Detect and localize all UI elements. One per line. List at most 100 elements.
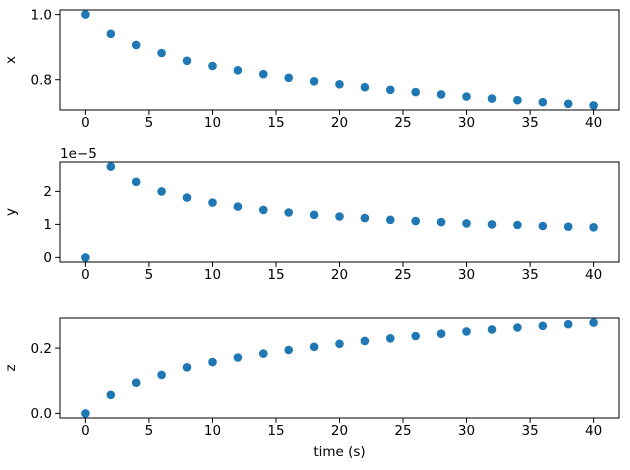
data-point [487,220,497,229]
data-point [386,334,395,343]
data-point [131,378,141,388]
data-point [233,66,243,75]
data-point [563,99,573,109]
data-point [309,342,319,352]
y-tick-label: 0.0 [31,406,52,422]
x-tick-label: 40 [585,115,602,131]
x-tick-label: 0 [81,423,90,439]
data-point [106,162,116,171]
x-tick-label: 15 [267,115,284,131]
x-tick-label: 0 [81,115,90,131]
data-point [106,390,116,400]
axes-frame [59,161,620,263]
data-point [131,177,141,187]
data-point [513,323,522,332]
x-tick-label: 20 [331,423,348,439]
axis-offset-label: 1e−5 [60,146,97,162]
x-tick-label: 35 [522,267,539,283]
x-tick-label: 5 [145,423,154,439]
data-point [538,221,548,231]
data-point [259,205,268,215]
data-point [436,90,446,99]
data-point [386,85,395,95]
data-point [182,193,192,202]
x-tick-label: 40 [585,267,602,283]
data-point [563,319,573,329]
x-tick-label: 15 [267,423,284,439]
data-point [157,48,166,58]
data-point [81,10,90,19]
data-point [106,29,116,39]
data-point [411,216,421,226]
data-point [386,215,395,225]
data-point [462,327,471,336]
data-point [360,213,370,223]
x-tick-label: 10 [204,423,221,439]
x-tick-label: 25 [394,267,411,283]
data-point [487,94,497,103]
x-tick-label: 0 [81,267,90,283]
x-tick-label: 30 [458,267,475,283]
x-tick-label: 20 [331,267,348,283]
axes-frame [59,9,620,111]
data-point [487,325,497,334]
data-point [309,210,319,220]
x-tick-label: 35 [522,423,539,439]
data-point [563,222,573,231]
x-axis-label: time (s) [313,444,365,460]
data-point [589,101,598,110]
data-point [589,223,598,232]
data-point [589,318,598,327]
x-tick-label: 20 [331,115,348,131]
data-point [233,353,243,362]
x-tick-label: 5 [145,115,154,131]
data-point [233,202,243,211]
data-point [131,40,141,50]
x-tick-label: 35 [522,115,539,131]
x-tick-label: 40 [585,423,602,439]
data-point [208,61,217,71]
y-tick-label: 0 [43,250,52,266]
data-point [360,336,370,346]
data-point [411,331,421,341]
data-point [182,363,192,372]
data-point [284,345,294,355]
x-tick-label: 10 [204,115,221,131]
y-tick-label: 1 [43,217,52,233]
data-point [259,69,268,79]
data-point [81,253,90,262]
x-tick-label: 15 [267,267,284,283]
data-point [538,321,548,331]
data-point [208,357,217,367]
y-axis-label: x [3,56,19,64]
data-point [538,97,548,107]
data-point [436,329,446,339]
data-point [335,339,344,349]
data-point [309,77,319,86]
data-point [182,56,192,66]
data-point [462,92,471,101]
x-tick-label: 10 [204,267,221,283]
data-point [462,219,471,228]
x-tick-label: 5 [145,267,154,283]
axes-frame [59,317,620,419]
x-tick-label: 30 [458,115,475,131]
data-point [81,409,90,418]
data-point [157,187,166,196]
y-axis-label: y [3,208,19,216]
data-point [436,217,446,227]
y-tick-label: 0.8 [31,73,52,89]
data-point [360,82,370,92]
x-tick-label: 25 [394,115,411,131]
x-tick-label: 25 [394,423,411,439]
data-point [208,198,217,207]
y-tick-label: 0.2 [31,341,52,357]
data-point [284,73,294,83]
data-point [335,212,344,221]
data-point [157,370,166,380]
y-tick-label: 2 [43,184,52,200]
y-axis-label: z [3,364,19,371]
y-tick-label: 1.0 [31,7,52,23]
